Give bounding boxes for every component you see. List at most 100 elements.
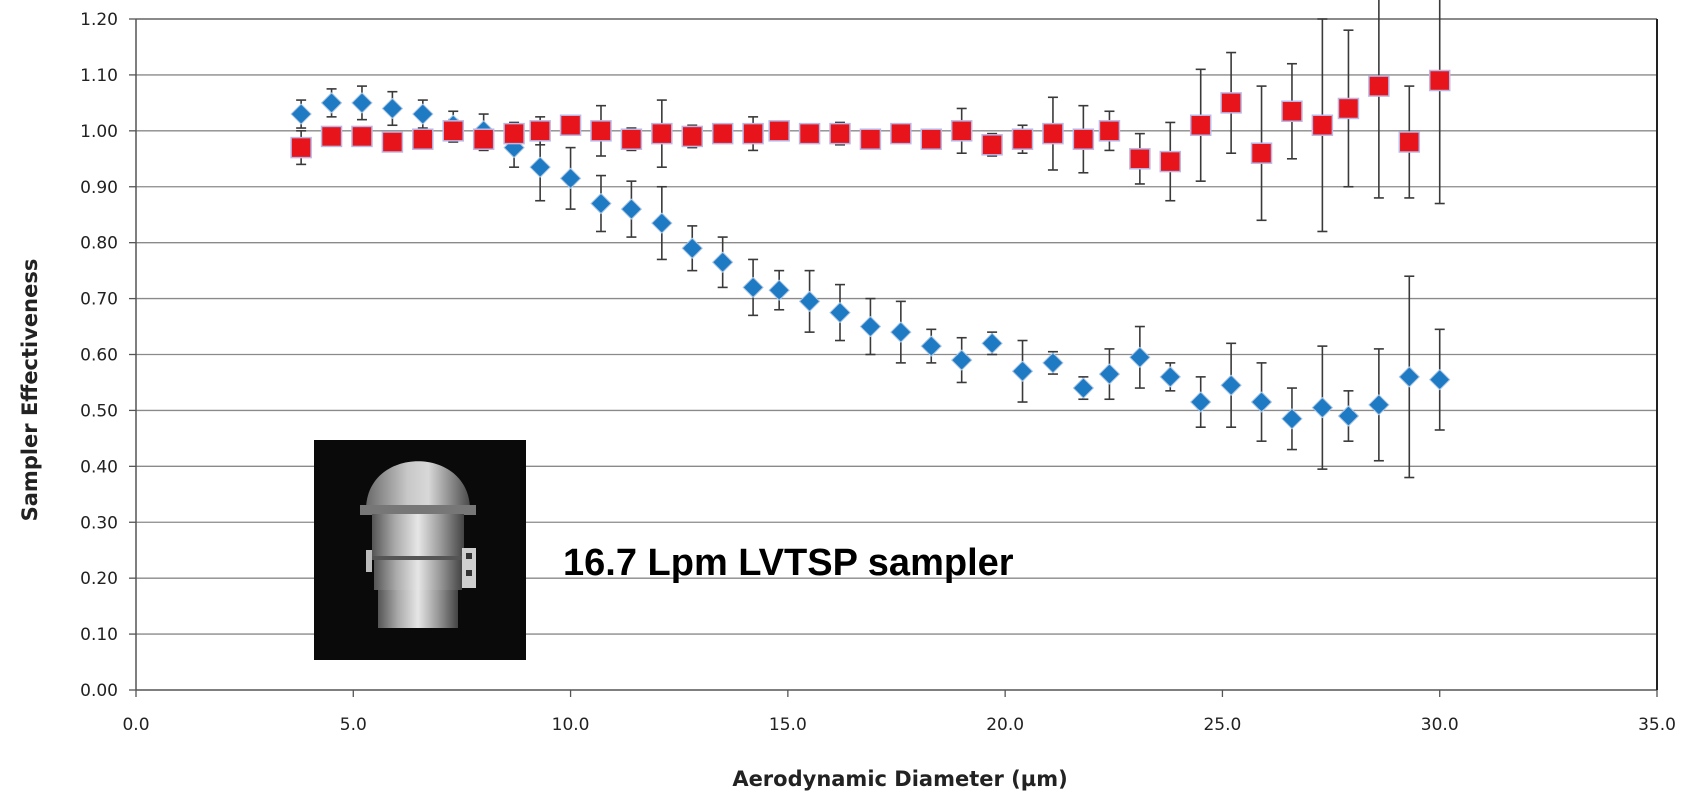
y-tick-label: 0.90 [80, 178, 118, 198]
y-tick-label: 0.70 [80, 290, 118, 310]
square-point [1281, 100, 1303, 123]
y-tick-label: 1.10 [80, 66, 118, 86]
square-point [472, 128, 495, 150]
diamond-point [890, 321, 912, 343]
y-tick-labels: 0.00 0.10 0.20 0.30 0.40 0.50 0.60 0.70 0.80 0.90… [80, 10, 118, 701]
square-point [1098, 120, 1121, 142]
diamond-point [859, 315, 882, 338]
square-point [1189, 114, 1212, 136]
square-point [620, 128, 643, 150]
diamond-point [950, 349, 973, 371]
square-point [381, 131, 404, 153]
y-axis-title: Sampler Effectiveness [18, 259, 42, 522]
square-point [503, 122, 525, 145]
diamond-point [320, 92, 343, 114]
data-series [290, 0, 1451, 479]
square-point [950, 120, 973, 142]
diamond-point [1398, 366, 1421, 388]
y-tick-label: 0.50 [80, 401, 118, 421]
diamond-point [1250, 391, 1273, 413]
diamond-point [559, 167, 582, 190]
y-tick-label: 0.00 [80, 681, 118, 701]
x-axis-title: Aerodynamic Diameter (µm) [732, 767, 1067, 791]
square-point [1250, 142, 1273, 164]
square-point [1220, 92, 1242, 114]
diamond-point [529, 156, 551, 178]
square-point [711, 122, 734, 145]
diamond-point [829, 301, 851, 324]
square-point [859, 128, 882, 150]
diamond-point [290, 103, 312, 125]
square-point [559, 114, 582, 136]
square-point [590, 120, 612, 142]
square-point [742, 122, 764, 145]
diamond-point [1042, 352, 1064, 374]
square-point [351, 125, 373, 148]
square-point [1368, 75, 1390, 97]
square-point [1072, 128, 1095, 150]
square-point [681, 125, 704, 148]
y-tick-label: 0.20 [80, 569, 118, 589]
square-point [1311, 114, 1334, 136]
square-point [290, 136, 312, 159]
square-point [1337, 97, 1360, 120]
square-point [829, 122, 851, 145]
square-point [412, 128, 434, 150]
diamond-point [651, 212, 673, 234]
diamond-point [1129, 346, 1151, 369]
diamond-point [1281, 408, 1303, 430]
markers-diamond [290, 92, 1451, 430]
square-point [981, 134, 1003, 156]
diamond-point [1159, 366, 1181, 388]
square-point [320, 125, 343, 148]
diamond-point [768, 279, 790, 301]
diamond-point [1189, 391, 1212, 413]
x-tick-label: 35.0 [1638, 715, 1676, 735]
square-point [651, 122, 673, 145]
y-tick-label: 1.00 [80, 122, 118, 142]
square-point [1042, 122, 1064, 145]
diamond-point [381, 97, 404, 120]
x-tick-label: 10.0 [552, 715, 590, 735]
diamond-point [590, 192, 612, 215]
diamond-point [412, 103, 434, 125]
diamond-point [920, 335, 942, 357]
square-point [768, 120, 790, 142]
y-tick-label: 0.10 [80, 625, 118, 645]
x-tick-label: 30.0 [1421, 715, 1459, 735]
y-tick-label: 1.20 [80, 10, 118, 30]
x-tick-label: 20.0 [986, 715, 1024, 735]
diamond-point [711, 251, 734, 273]
square-point [920, 128, 943, 150]
markers-square [290, 69, 1451, 173]
y-tick-label: 0.30 [80, 513, 118, 533]
diamond-point [351, 92, 373, 114]
square-point [798, 122, 821, 145]
diamond-point [1368, 394, 1390, 416]
square-point [1011, 128, 1034, 150]
square-point [890, 122, 912, 145]
diamond-point [1311, 396, 1334, 419]
square-point [529, 120, 551, 142]
diamond-point [1098, 363, 1121, 385]
square-point [1129, 148, 1151, 170]
diamond-point [1220, 374, 1242, 396]
diamond-point [1429, 368, 1451, 391]
square-point [1159, 150, 1182, 173]
x-tick-label: 15.0 [769, 715, 807, 735]
diamond-point [1072, 377, 1095, 399]
square-point [442, 120, 464, 142]
diamond-point [681, 237, 703, 259]
y-tick-label: 0.60 [80, 346, 118, 366]
diamond-point [981, 332, 1003, 355]
x-tick-label: 25.0 [1203, 715, 1241, 735]
y-tick-label: 0.40 [80, 457, 118, 477]
diamond-point [742, 276, 764, 299]
y-tick-label: 0.80 [80, 234, 118, 254]
diamond-point [798, 290, 821, 313]
sampler-photo [314, 440, 526, 660]
square-point [1398, 131, 1421, 153]
chart-annotation: 16.7 Lpm LVTSP sampler [563, 542, 1014, 584]
